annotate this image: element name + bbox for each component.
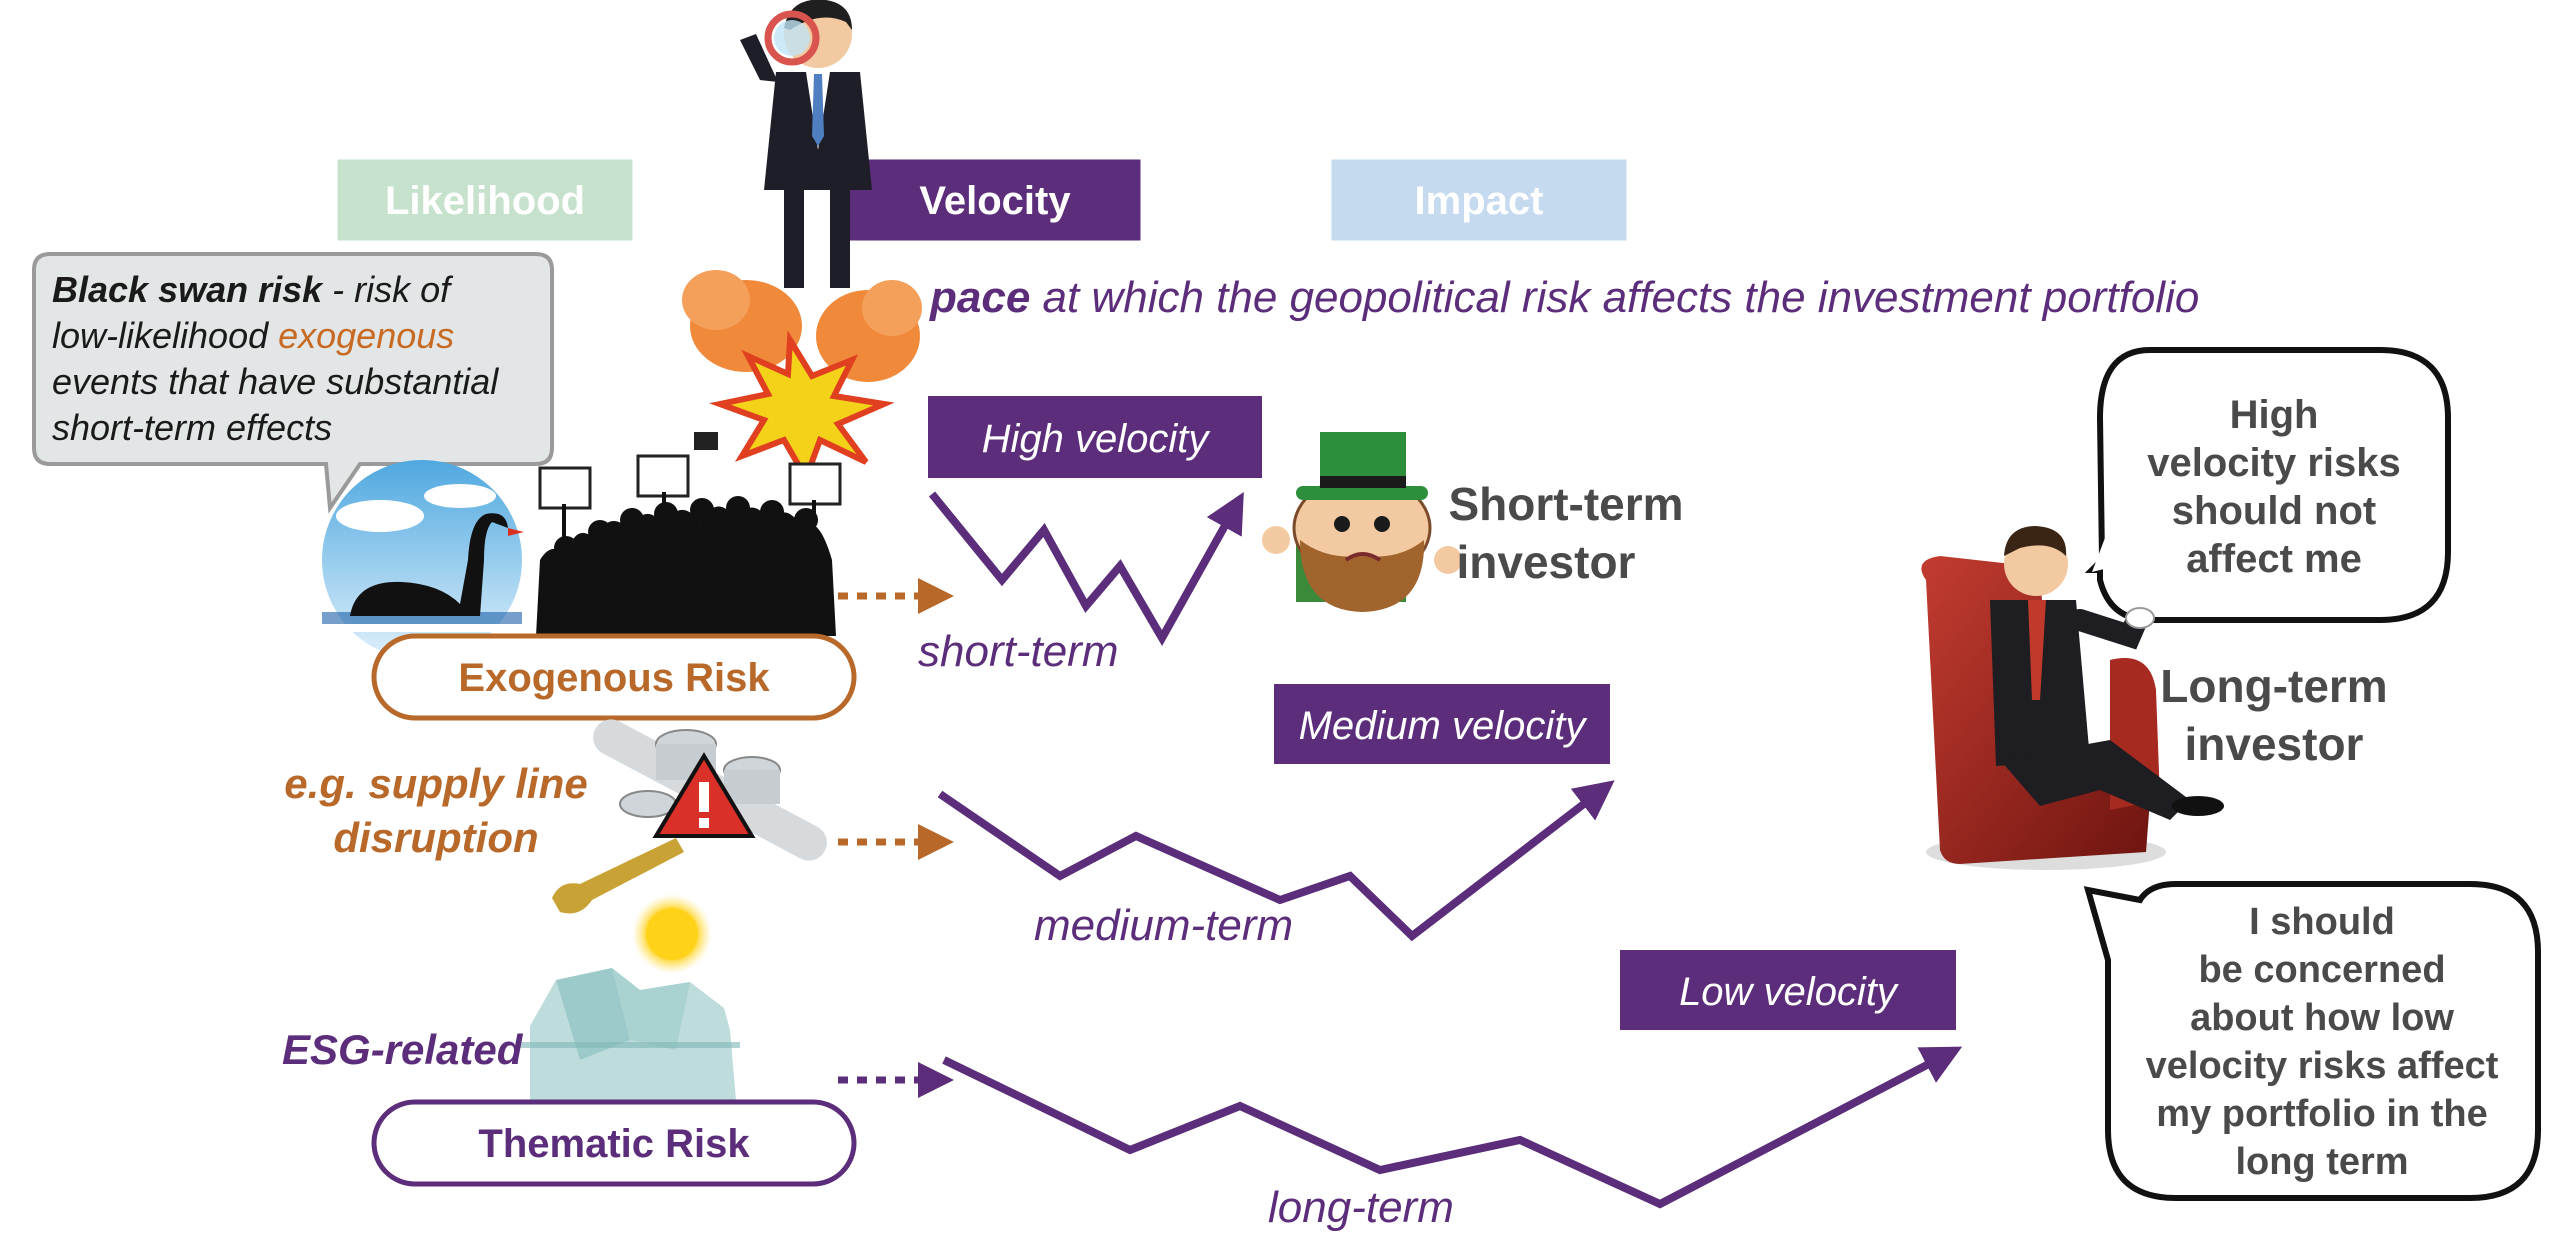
bubble-bottom-line-1: I should [2249,901,2395,943]
medium-term-label: medium-term [1034,901,1293,950]
dotted-arrow-thematic [838,1062,954,1098]
exogenous-risk-pill: Exogenous Risk [371,633,857,721]
bubble-bottom-line-2: be concerned [2198,949,2445,991]
explosion-illustration [682,270,922,486]
long-term-investor-line-2: investor [2185,718,2364,770]
callout-accent: exogenous [278,315,454,356]
callout-line-2: low-likelihood exogenous [52,315,454,356]
glacier-illustration [520,894,740,1100]
black-swan-illustration [300,460,550,660]
low-velocity-box: Low velocity [1620,950,1956,1030]
high-velocity-box: High velocity [928,396,1262,478]
medium-velocity-box: Medium velocity [1274,684,1610,764]
callout-line-4: short-term effects [52,407,332,448]
zigzag-long-term [942,1046,1963,1209]
speech-bubble-top: High velocity risks should not affect me [2084,347,2451,623]
thematic-risk-label: Thematic Risk [478,1122,750,1166]
callout-line-3: events that have substantial [52,361,499,402]
bubble-top-line-3: should not [2172,489,2376,533]
supply-line-text-1: e.g. supply line [284,760,587,807]
short-term-investor-line-2: investor [1457,536,1636,588]
long-term-label: long-term [1268,1183,1454,1232]
velocity-label: Velocity [919,179,1071,223]
likelihood-label: Likelihood [385,179,585,223]
velocity-box: Velocity [846,156,1144,244]
relaxed-investor-illustration [1921,526,2224,870]
black-swan-callout: Black swan risk - risk of low-likelihood… [32,252,554,514]
bubble-top-line-4: affect me [2186,537,2362,581]
thematic-risk-pill: Thematic Risk [371,1099,857,1187]
protest-crowd-illustration [536,432,842,636]
dotted-arrow-exogenous [838,578,954,614]
dotted-arrow-supply [838,824,954,860]
low-velocity-label: Low velocity [1679,970,1900,1014]
supply-line-text-2: disruption [333,814,538,861]
impact-label: Impact [1415,179,1544,223]
short-term-label: short-term [918,627,1118,676]
definition-bold: pace [929,273,1030,322]
long-term-investor-line-1: Long-term [2160,660,2387,712]
bubble-bottom-line-4: velocity risks affect [2146,1045,2499,1087]
detective-illustration [740,0,872,288]
callout-line-1: Black swan risk - risk of [52,269,454,310]
bubble-bottom-line-5: my portfolio in the [2156,1093,2487,1135]
short-term-investor-line-1: Short-term [1448,478,1683,530]
pipeline-illustration [552,719,827,914]
impact-box: Impact [1328,156,1630,244]
callout-bold: Black swan risk [52,269,324,310]
velocity-definition: pace at which the geopolitical risk affe… [929,273,2199,322]
zigzag-medium-term [937,780,1615,942]
bubble-bottom-line-3: about how low [2190,997,2454,1039]
medium-velocity-label: Medium velocity [1299,704,1589,748]
likelihood-box: Likelihood [334,156,636,244]
bubble-bottom-line-6: long term [2235,1141,2408,1183]
leprechaun-illustration [1262,432,1462,612]
definition-rest: at which the geopolitical risk affects t… [1030,273,2199,322]
zigzag-short-term [928,491,1244,647]
bubble-top-line-1: High [2230,393,2319,437]
bubble-top-line-2: velocity risks [2147,441,2401,485]
exogenous-risk-label: Exogenous Risk [458,656,770,700]
speech-bubble-bottom: I should be concerned about how low velo… [2083,881,2541,1201]
high-velocity-label: High velocity [982,417,1212,461]
esg-related-text: ESG-related [282,1026,524,1073]
